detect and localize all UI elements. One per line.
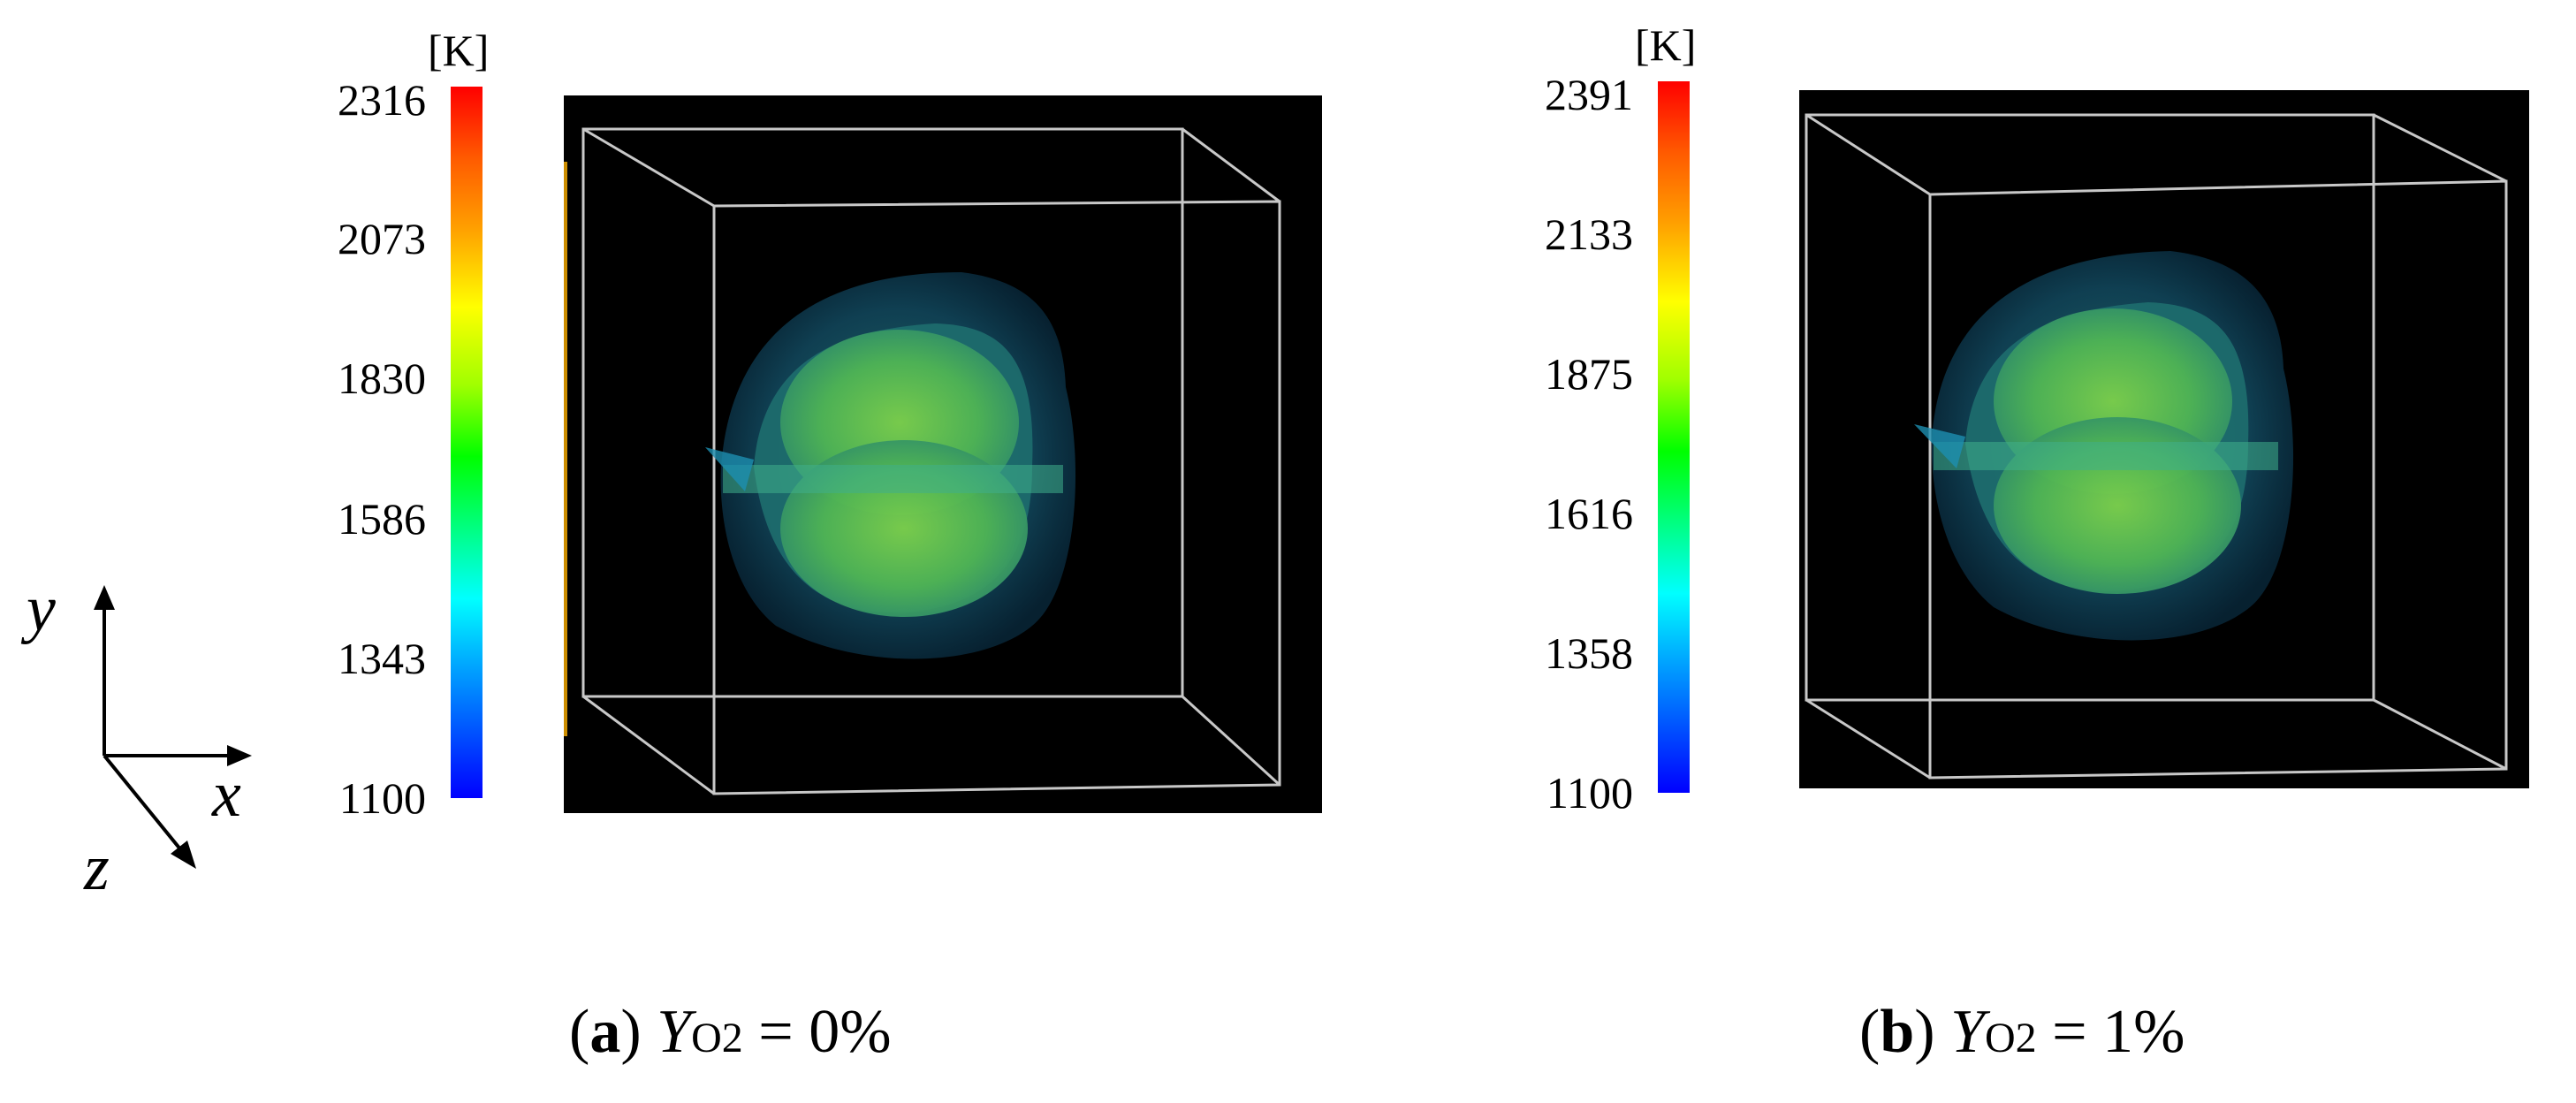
axis-triad <box>94 585 252 869</box>
flame-kernel-a <box>705 272 1076 659</box>
colorbar-b-tick: 2391 <box>1545 70 1633 119</box>
colorbar-a-tick: 2316 <box>338 75 426 125</box>
colorbar-a-tick: 1100 <box>338 773 426 823</box>
y-axis-arrow-icon <box>94 585 115 610</box>
caption-b-letter: b <box>1880 998 1915 1066</box>
caption-a-variable: Y <box>657 998 692 1066</box>
colorbar-a-unit: [K] <box>428 26 490 75</box>
colorbar-a-tick: 1586 <box>338 494 426 544</box>
colorbar-a-tick: 2073 <box>338 214 426 263</box>
caption-b-condition: = 1% <box>2036 998 2185 1066</box>
colorbar-b-tick: 1100 <box>1546 768 1633 818</box>
colorbar-a-tick: 1343 <box>338 634 426 683</box>
caption-a-letter: a <box>589 998 621 1066</box>
caption-b-variable: Y <box>1950 998 1985 1066</box>
z-axis-label: z <box>84 832 110 904</box>
colorbar-a-tick: 1830 <box>338 354 426 403</box>
caption-a: (a) YO2 = 0% <box>569 998 892 1066</box>
colorbar-b <box>1658 81 1690 793</box>
colorbar-b-unit: [K] <box>1635 20 1697 70</box>
colorbar-b-tick: 2133 <box>1545 209 1633 259</box>
colorbar-b-tick: 1616 <box>1545 489 1633 538</box>
caption-b-subscript: O2 <box>1985 1015 2037 1061</box>
z-axis-arrow-icon <box>171 841 196 869</box>
domain-box-a <box>581 127 1281 795</box>
caption-b: (b) YO2 = 1% <box>1859 998 2185 1066</box>
caption-a-condition: = 0% <box>742 998 892 1066</box>
caption-a-subscript: O2 <box>691 1015 743 1061</box>
colorbar-b-tick: 1358 <box>1545 628 1633 678</box>
render-panel-b <box>1799 90 2529 788</box>
x-axis-arrow-icon <box>227 745 252 766</box>
colorbar-b-tick: 1875 <box>1545 349 1633 399</box>
render-panel-a <box>564 95 1322 813</box>
y-axis-label: y <box>27 573 56 645</box>
colorbar-a <box>451 87 483 798</box>
domain-box-b <box>1805 113 2508 780</box>
flame-kernel-b <box>1914 251 2294 641</box>
x-axis-label: x <box>212 758 241 831</box>
